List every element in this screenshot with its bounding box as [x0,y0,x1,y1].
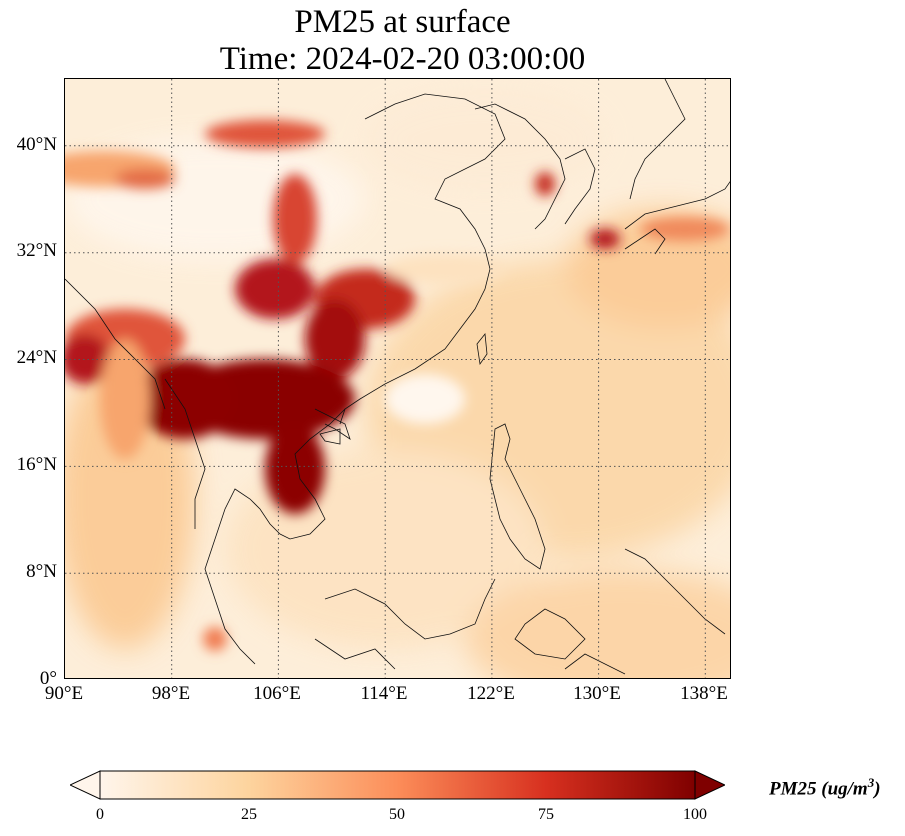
map-panel[interactable] [64,78,731,679]
y-tick-label: 32°N [16,240,57,261]
colorbar-tick: 0 [96,806,104,823]
colorbar-tick: 75 [538,806,554,823]
colorbar-tick: 50 [389,806,405,823]
pm25-plumes [65,120,730,651]
x-tick-label: 114°E [360,683,408,704]
x-tick-label: 98°E [151,683,191,704]
y-tick-label: 0° [39,668,57,689]
graticule [65,79,730,678]
pm25-field [65,79,730,678]
x-tick-label: 106°E [253,683,301,704]
x-tick-label: 122°E [467,683,515,704]
colorbar-gradient [99,770,696,800]
x-tick-label: 90°E [44,683,84,704]
coastlines [65,79,730,675]
colorbar-tick: 25 [241,806,257,823]
plot-time: Time: 2024-02-20 03:00:00 [219,41,586,77]
y-tick-label: 40°N [16,134,57,155]
colorbar-min-extend [70,770,101,800]
colorbar-label: PM25 (ug/m3) [769,775,881,800]
x-tick-label: 130°E [573,683,621,704]
colorbar-tick: 100 [683,806,707,823]
y-tick-label: 16°N [16,454,57,475]
x-tick-label: 138°E [680,683,728,704]
colorbar [70,770,725,800]
colorbar-max-extend [694,770,725,800]
plot-title: PM25 at surface [294,4,511,40]
y-tick-label: 8°N [26,561,57,582]
y-tick-label: 24°N [16,347,57,368]
